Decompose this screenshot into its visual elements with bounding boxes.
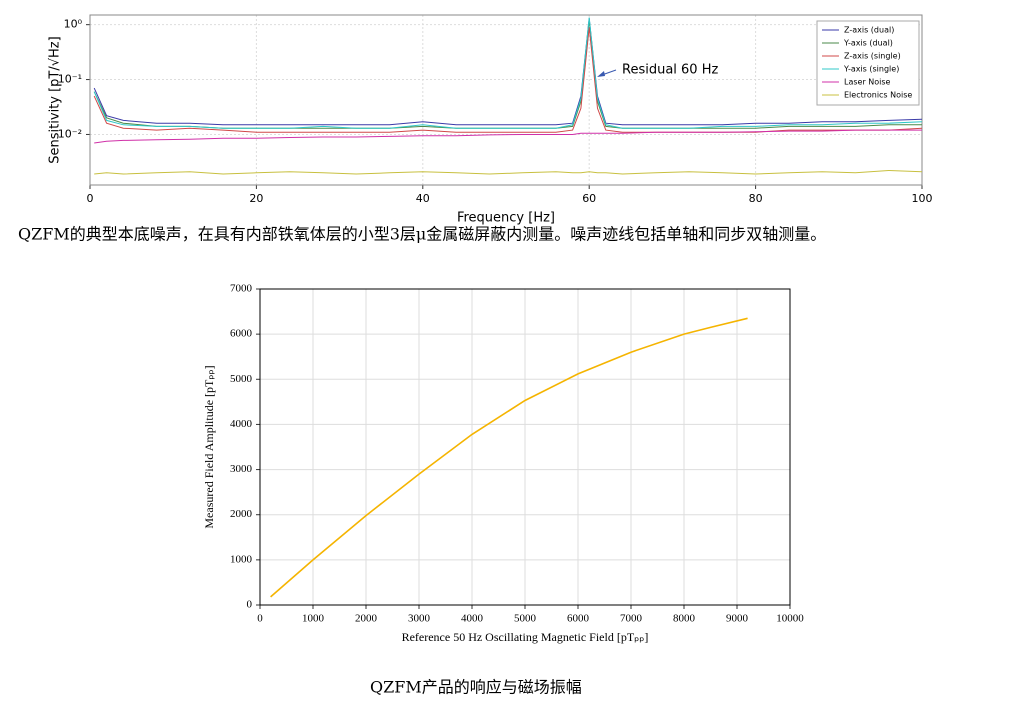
series-line [270, 317, 748, 598]
series-line [94, 169, 923, 175]
legend-box [816, 20, 920, 106]
x-tick-label: 7000 [620, 613, 643, 625]
caption: QZFM产品的响应与磁场振幅 [370, 678, 582, 697]
y-tick-label: 2000 [230, 508, 253, 520]
x-axis-label: Frequency [Hz] [457, 211, 555, 226]
series-line [93, 18, 923, 126]
y-axis-label: Sensitivity [pT/√Hz] [48, 36, 63, 163]
annotation-arrowhead [597, 71, 605, 77]
chart: 0 20 40 60 80 100 10⁻² 10⁻¹ 10⁰ Frequency [Hz] Sen… [48, 14, 933, 226]
x-tick-label: 0 [87, 192, 94, 205]
y-tick-label: 5000 [230, 373, 253, 385]
y-tick-label: 3000 [230, 463, 253, 475]
y-tick-label: 10⁰ [64, 18, 83, 31]
plot-frame [259, 288, 791, 606]
y-tick-label: 10⁻² [58, 127, 82, 140]
y-tick-label: 0 [247, 599, 253, 611]
y-tick-label: 1000 [230, 553, 253, 565]
y-tick-label: 6000 [230, 328, 253, 340]
chart: 0 1000 2000 3000 4000 5000 6000 7000 8000 9000 100… [202, 283, 805, 644]
x-tick-label: 3000 [408, 613, 431, 625]
x-tick-label: 6000 [567, 613, 590, 625]
legend-label: Z-axis (dual) [844, 26, 894, 35]
x-tick-label: 60 [582, 192, 596, 205]
y-tick-label: 4000 [230, 418, 253, 430]
series-line [94, 129, 922, 144]
x-tick-label: 10000 [776, 613, 804, 625]
x-tick-label: 5000 [514, 613, 537, 625]
legend-label: Y-axis (dual) [843, 39, 893, 48]
x-tick-label: 20 [249, 192, 263, 205]
legend-label: Electronics Noise [844, 91, 912, 100]
y-axis-label: Measured Field Amplitude [pTₚₚ] [202, 365, 216, 528]
x-tick-label: 40 [416, 192, 430, 205]
legend-label: Y-axis (single) [843, 65, 899, 74]
legend-label: Laser Noise [844, 78, 891, 87]
y-tick-label: 7000 [230, 283, 253, 295]
series-line [93, 20, 922, 129]
legend-label: Z-axis (single) [844, 52, 901, 61]
caption: QZFM的典型本底噪声，在具有内部铁氧体层的小型3层μ金属磁屏蔽内测量。噪声迹线… [18, 225, 826, 244]
x-tick-label: 1000 [302, 613, 325, 625]
x-tick-label: 4000 [461, 613, 484, 625]
annotation: Residual 60 Hz [622, 63, 718, 78]
x-tick-label: 8000 [673, 613, 696, 625]
x-tick-label: 9000 [726, 613, 749, 625]
x-tick-label: 0 [257, 613, 263, 625]
x-tick-label: 100 [912, 192, 933, 205]
x-tick-label: 80 [749, 192, 763, 205]
y-tick-label: 10⁻¹ [58, 73, 82, 86]
plot-frame [89, 14, 923, 186]
x-axis-label: Reference 50 Hz Oscillating Magnetic Fie… [402, 630, 649, 644]
x-tick-label: 2000 [355, 613, 378, 625]
series-line [93, 17, 923, 129]
